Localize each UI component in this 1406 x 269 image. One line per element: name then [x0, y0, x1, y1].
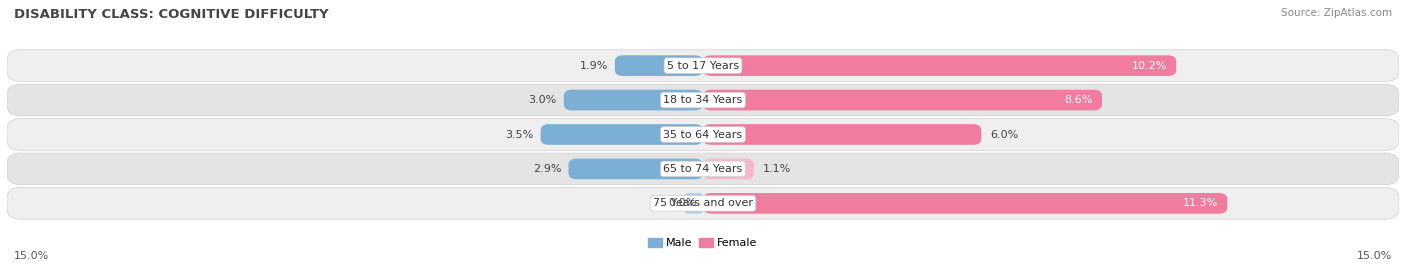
FancyBboxPatch shape — [685, 193, 703, 214]
Text: 35 to 64 Years: 35 to 64 Years — [664, 129, 742, 140]
Text: 65 to 74 Years: 65 to 74 Years — [664, 164, 742, 174]
Text: 1.9%: 1.9% — [579, 61, 607, 71]
Legend: Male, Female: Male, Female — [644, 234, 762, 253]
FancyBboxPatch shape — [703, 55, 1177, 76]
FancyBboxPatch shape — [703, 124, 981, 145]
FancyBboxPatch shape — [7, 153, 1399, 185]
FancyBboxPatch shape — [703, 159, 754, 179]
Text: 10.2%: 10.2% — [1132, 61, 1167, 71]
Text: 15.0%: 15.0% — [1357, 251, 1392, 261]
Text: Source: ZipAtlas.com: Source: ZipAtlas.com — [1281, 8, 1392, 18]
Text: 15.0%: 15.0% — [14, 251, 49, 261]
FancyBboxPatch shape — [7, 50, 1399, 82]
FancyBboxPatch shape — [7, 187, 1399, 219]
Text: 5 to 17 Years: 5 to 17 Years — [666, 61, 740, 71]
Text: 6.0%: 6.0% — [991, 129, 1019, 140]
Text: 2.9%: 2.9% — [533, 164, 561, 174]
FancyBboxPatch shape — [703, 90, 1102, 110]
FancyBboxPatch shape — [7, 84, 1399, 116]
FancyBboxPatch shape — [7, 119, 1399, 150]
FancyBboxPatch shape — [540, 124, 703, 145]
FancyBboxPatch shape — [568, 159, 703, 179]
Text: 11.3%: 11.3% — [1182, 198, 1218, 208]
Text: 3.5%: 3.5% — [505, 129, 534, 140]
Text: 1.1%: 1.1% — [763, 164, 792, 174]
FancyBboxPatch shape — [564, 90, 703, 110]
Text: 0.0%: 0.0% — [668, 198, 696, 208]
FancyBboxPatch shape — [703, 193, 1227, 214]
Text: 3.0%: 3.0% — [529, 95, 557, 105]
Text: DISABILITY CLASS: COGNITIVE DIFFICULTY: DISABILITY CLASS: COGNITIVE DIFFICULTY — [14, 8, 329, 21]
Text: 18 to 34 Years: 18 to 34 Years — [664, 95, 742, 105]
FancyBboxPatch shape — [614, 55, 703, 76]
Text: 75 Years and over: 75 Years and over — [652, 198, 754, 208]
Text: 8.6%: 8.6% — [1064, 95, 1092, 105]
